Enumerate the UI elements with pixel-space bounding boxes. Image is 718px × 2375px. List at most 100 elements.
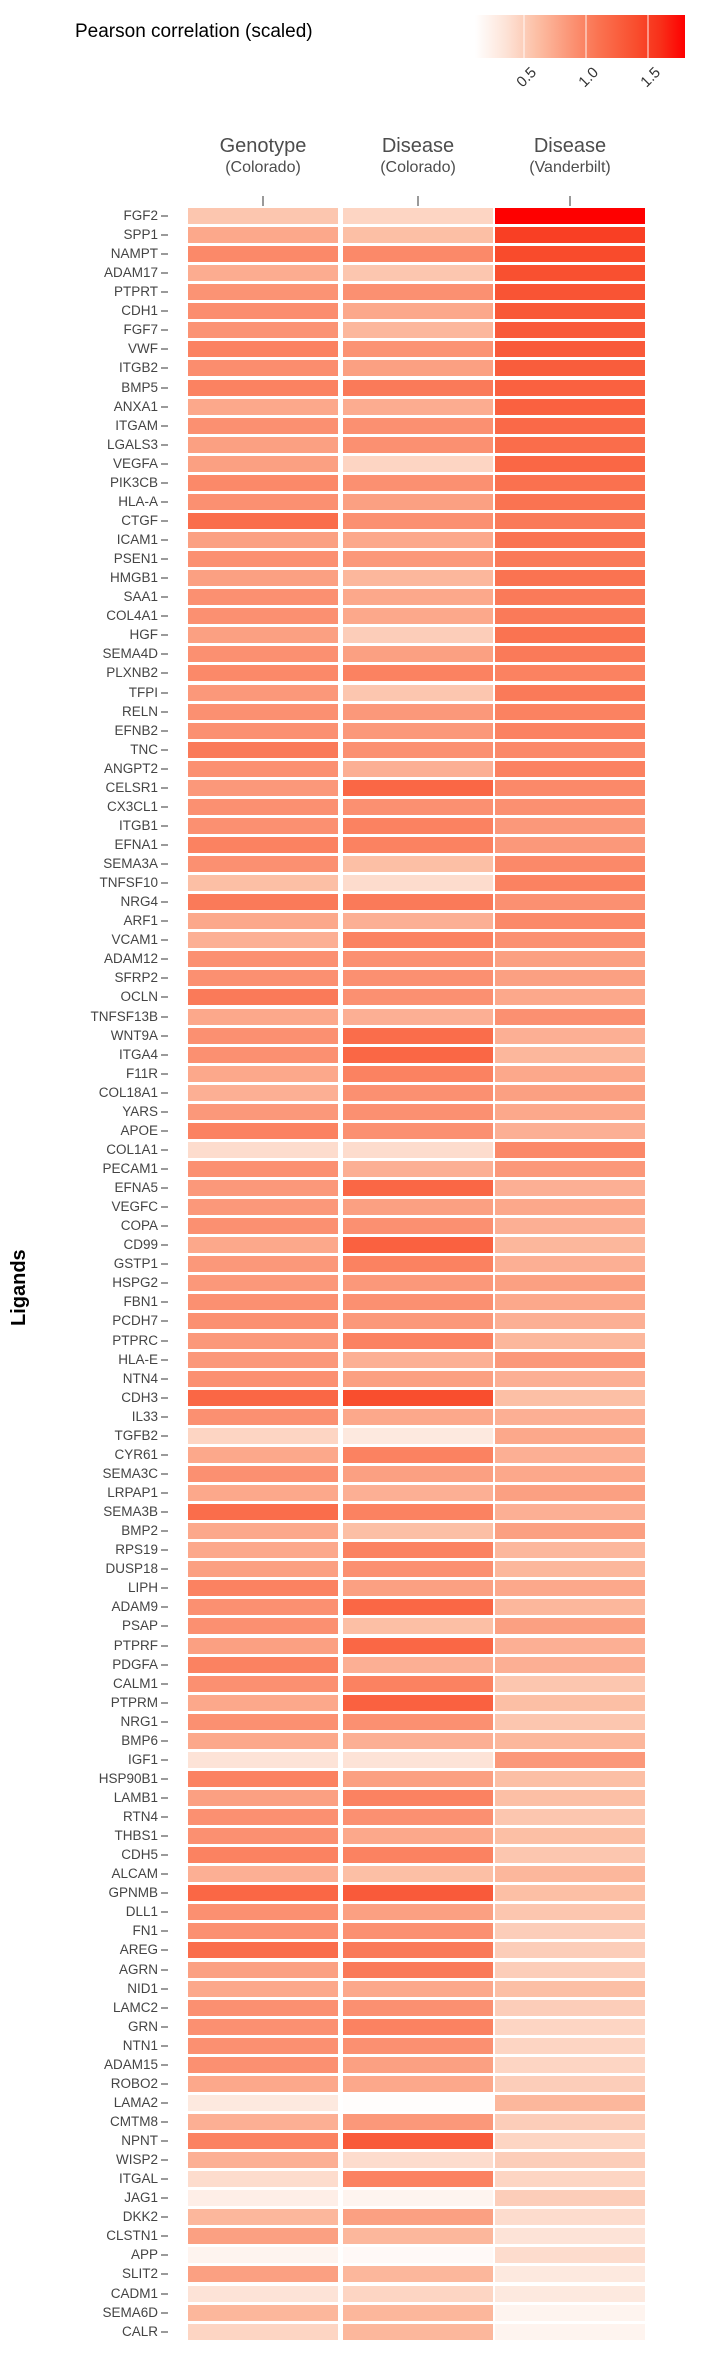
row-axis-tick	[161, 1435, 168, 1437]
heatmap-cell	[343, 1199, 493, 1215]
row-label: COL18A1	[98, 1085, 158, 1100]
heatmap-cell	[188, 456, 338, 472]
heatmap-cell	[188, 360, 338, 376]
heatmap-cell	[188, 2171, 338, 2187]
heatmap-cell	[188, 1028, 338, 1044]
heatmap-cell	[495, 799, 645, 815]
row-label: PCDH7	[112, 1313, 158, 1328]
row-label: CTGF	[121, 513, 158, 528]
row-label: DLL1	[125, 1904, 158, 1919]
row-label: COPA	[120, 1218, 158, 1233]
heatmap-cell	[495, 1847, 645, 1863]
heatmap-cell	[343, 1714, 493, 1730]
row-label: GRN	[128, 2019, 158, 2034]
row-axis-tick	[161, 1988, 168, 1990]
row-axis-tick	[161, 1949, 168, 1951]
heatmap-cell	[343, 1638, 493, 1654]
heatmap-cell	[495, 1123, 645, 1139]
heatmap-cell	[495, 1981, 645, 1997]
row-label: PTPRM	[110, 1695, 158, 1710]
heatmap-cell	[343, 513, 493, 529]
heatmap-cell	[188, 1904, 338, 1920]
column-header-sublabel: (Vanderbilt)	[529, 159, 611, 176]
heatmap-cell	[343, 1409, 493, 1425]
row-axis-tick	[161, 1549, 168, 1551]
row-axis-tick	[161, 1225, 168, 1227]
heatmap-cell	[343, 970, 493, 986]
row-axis-tick	[161, 539, 168, 541]
heatmap-cell	[343, 1504, 493, 1520]
row-axis-tick	[161, 1969, 168, 1971]
row-axis-tick	[161, 825, 168, 827]
heatmap-cell	[343, 475, 493, 491]
heatmap-cell	[188, 322, 338, 338]
heatmap-cell	[343, 951, 493, 967]
heatmap-cell	[343, 1942, 493, 1958]
heatmap-cell	[188, 380, 338, 396]
heatmap-cell	[495, 1504, 645, 1520]
column-header-label: Disease	[533, 135, 607, 157]
heatmap-cell	[495, 2209, 645, 2225]
heatmap-cell	[188, 1085, 338, 1101]
heatmap-cell	[495, 1771, 645, 1787]
heatmap-cell	[495, 1599, 645, 1615]
heatmap-cell	[188, 1676, 338, 1692]
row-label: TNFSF13B	[90, 1009, 158, 1024]
heatmap-cell	[343, 1847, 493, 1863]
heatmap-cell	[188, 799, 338, 815]
row-axis-tick	[161, 1911, 168, 1913]
heatmap-cell	[343, 989, 493, 1005]
heatmap-cell	[495, 322, 645, 338]
heatmap-cell	[343, 418, 493, 434]
legend-tick-label: 1.5	[637, 64, 664, 91]
heatmap-cell	[188, 1047, 338, 1063]
heatmap-cell	[495, 742, 645, 758]
row-axis-tick	[161, 2045, 168, 2047]
row-axis-tick	[161, 768, 168, 770]
row-label: NRG4	[120, 894, 158, 909]
heatmap-cell	[343, 1923, 493, 1939]
row-axis-tick	[161, 1340, 168, 1342]
row-label: FGF7	[123, 322, 158, 337]
row-axis-tick	[161, 1130, 168, 1132]
heatmap-cell	[343, 2076, 493, 2092]
heatmap-cell	[495, 2228, 645, 2244]
row-label: LIPH	[127, 1580, 158, 1595]
heatmap-cell	[343, 1523, 493, 1539]
heatmap-cell	[343, 1790, 493, 1806]
heatmap-cell	[343, 380, 493, 396]
row-axis-tick	[161, 215, 168, 217]
heatmap-cell	[495, 1638, 645, 1654]
heatmap-cell	[343, 227, 493, 243]
row-label: OCLN	[120, 989, 158, 1004]
heatmap-cell	[343, 665, 493, 681]
row-axis-tick	[161, 1378, 168, 1380]
heatmap-cell	[495, 1962, 645, 1978]
heatmap-cell	[495, 570, 645, 586]
heatmap-cell	[495, 1237, 645, 1253]
row-label: ITGB2	[118, 360, 158, 375]
row-label: COL1A1	[106, 1142, 158, 1157]
heatmap-cell	[495, 761, 645, 777]
heatmap-cell	[495, 265, 645, 281]
legend-tick-label: 1.0	[575, 64, 603, 91]
heatmap-cell	[495, 1066, 645, 1082]
heatmap-cell	[495, 2000, 645, 2016]
heatmap-cell	[495, 856, 645, 872]
heatmap-cell	[188, 1618, 338, 1634]
heatmap-cell	[495, 989, 645, 1005]
row-label: ITGA4	[118, 1047, 158, 1062]
row-label: SFRP2	[114, 970, 158, 985]
heatmap-cell	[495, 475, 645, 491]
heatmap-cell	[495, 1942, 645, 1958]
heatmap-cell	[495, 1104, 645, 1120]
heatmap-cell	[495, 2171, 645, 2187]
heatmap-cell	[188, 1923, 338, 1939]
row-label: DUSP18	[105, 1561, 158, 1576]
heatmap-cell	[343, 1657, 493, 1673]
row-label: CELSR1	[105, 780, 158, 795]
row-label: ADAM15	[103, 2057, 158, 2072]
row-axis-tick	[161, 653, 168, 655]
row-label: CDH1	[121, 303, 158, 318]
heatmap-cell	[343, 2286, 493, 2302]
